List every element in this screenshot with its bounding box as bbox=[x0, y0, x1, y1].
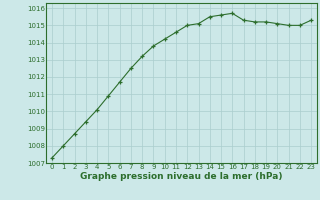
X-axis label: Graphe pression niveau de la mer (hPa): Graphe pression niveau de la mer (hPa) bbox=[80, 172, 283, 181]
